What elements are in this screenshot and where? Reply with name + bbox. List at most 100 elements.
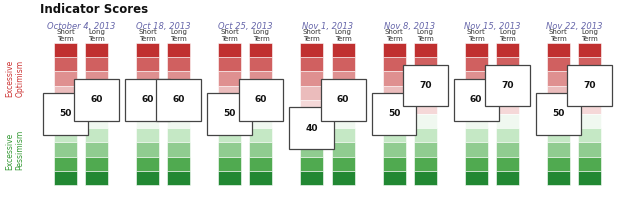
Bar xyxy=(496,171,519,185)
Bar xyxy=(464,157,488,171)
Text: Nov 8, 2013: Nov 8, 2013 xyxy=(384,22,435,31)
Bar xyxy=(332,100,355,114)
Bar xyxy=(578,157,601,171)
Text: Short
Term: Short Term xyxy=(384,29,404,42)
Text: Excessive
Optimism: Excessive Optimism xyxy=(5,60,24,97)
Bar xyxy=(383,86,405,100)
Bar xyxy=(167,71,190,86)
Bar xyxy=(301,71,324,86)
Text: 40: 40 xyxy=(306,124,318,133)
Bar xyxy=(547,142,570,157)
Bar xyxy=(383,142,405,157)
Bar xyxy=(578,114,601,128)
Bar xyxy=(167,86,190,100)
Bar xyxy=(547,128,570,142)
Bar xyxy=(54,71,77,86)
Bar xyxy=(464,171,488,185)
Bar xyxy=(547,86,570,100)
Text: 60: 60 xyxy=(470,95,482,104)
Bar xyxy=(301,128,324,142)
Bar xyxy=(332,142,355,157)
Bar xyxy=(547,57,570,71)
Bar xyxy=(85,157,108,171)
Bar xyxy=(332,57,355,71)
Bar xyxy=(249,86,272,100)
Text: 70: 70 xyxy=(583,81,596,90)
Bar xyxy=(218,142,241,157)
Bar xyxy=(578,71,601,86)
Bar xyxy=(249,71,272,86)
Bar xyxy=(54,100,77,114)
Bar xyxy=(464,142,488,157)
Bar xyxy=(85,57,108,71)
Bar xyxy=(85,114,108,128)
Bar xyxy=(54,128,77,142)
Bar xyxy=(167,157,190,171)
Bar xyxy=(136,142,159,157)
Bar xyxy=(464,100,488,114)
Bar xyxy=(136,43,159,57)
Bar xyxy=(332,114,355,128)
Text: Short
Term: Short Term xyxy=(56,29,75,42)
Bar xyxy=(332,171,355,185)
Text: 50: 50 xyxy=(552,109,564,118)
Text: 60: 60 xyxy=(255,95,267,104)
Bar xyxy=(414,86,436,100)
Bar xyxy=(136,128,159,142)
Text: 70: 70 xyxy=(501,81,513,90)
Text: Nov 1, 2013: Nov 1, 2013 xyxy=(302,22,353,31)
Bar xyxy=(383,100,405,114)
Bar xyxy=(414,142,436,157)
Bar xyxy=(547,43,570,57)
Bar xyxy=(218,43,241,57)
Bar xyxy=(167,114,190,128)
Text: Long
Term: Long Term xyxy=(170,29,187,42)
Bar xyxy=(464,86,488,100)
Bar xyxy=(249,100,272,114)
Text: 50: 50 xyxy=(60,109,72,118)
Bar xyxy=(301,43,324,57)
Bar xyxy=(218,171,241,185)
Bar xyxy=(496,142,519,157)
Bar xyxy=(578,43,601,57)
Bar xyxy=(218,114,241,128)
Bar xyxy=(136,57,159,71)
Bar xyxy=(383,57,405,71)
Bar xyxy=(218,57,241,71)
Bar xyxy=(249,114,272,128)
Bar xyxy=(218,128,241,142)
Bar xyxy=(496,128,519,142)
Bar xyxy=(547,71,570,86)
Bar xyxy=(54,142,77,157)
Bar xyxy=(301,100,324,114)
Bar xyxy=(54,57,77,71)
Bar xyxy=(85,100,108,114)
Bar xyxy=(496,57,519,71)
Bar xyxy=(249,142,272,157)
Text: Indicator Scores: Indicator Scores xyxy=(40,3,148,16)
Bar xyxy=(464,57,488,71)
Bar xyxy=(578,57,601,71)
Bar xyxy=(332,43,355,57)
Bar xyxy=(464,114,488,128)
Bar xyxy=(249,128,272,142)
Bar xyxy=(414,171,436,185)
Bar xyxy=(249,57,272,71)
Bar xyxy=(383,43,405,57)
Bar xyxy=(464,128,488,142)
Text: Oct 18, 2013: Oct 18, 2013 xyxy=(136,22,190,31)
Bar xyxy=(85,43,108,57)
Text: 70: 70 xyxy=(419,81,432,90)
Bar xyxy=(167,100,190,114)
Bar xyxy=(218,157,241,171)
Text: Short
Term: Short Term xyxy=(549,29,568,42)
Bar xyxy=(496,114,519,128)
Bar xyxy=(547,114,570,128)
Bar xyxy=(85,142,108,157)
Bar xyxy=(332,71,355,86)
Text: Long
Term: Long Term xyxy=(335,29,352,42)
Bar xyxy=(301,86,324,100)
Bar xyxy=(54,86,77,100)
Bar xyxy=(301,171,324,185)
Bar xyxy=(136,86,159,100)
